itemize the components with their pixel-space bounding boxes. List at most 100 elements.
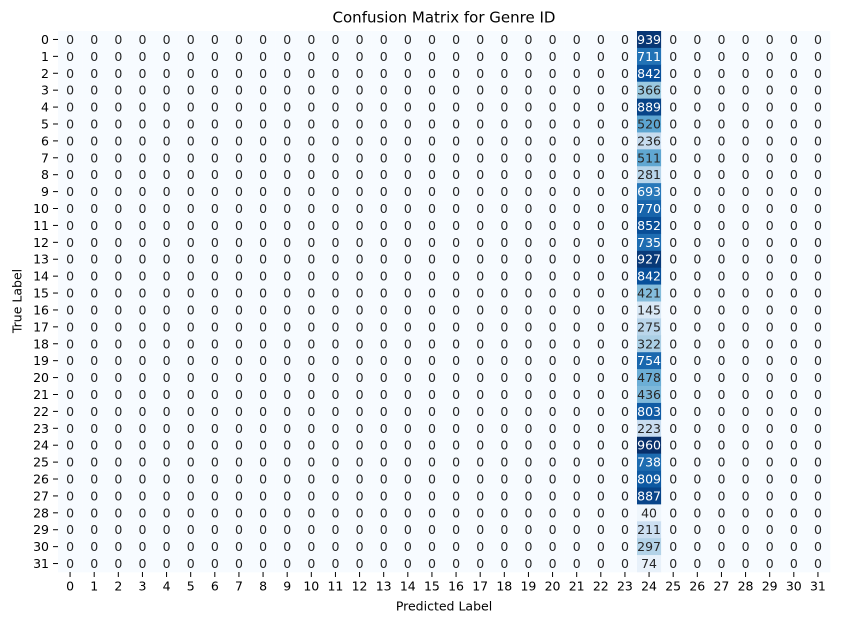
cell bbox=[588, 504, 614, 522]
cell-label: 0 bbox=[235, 235, 243, 250]
cell bbox=[106, 183, 131, 201]
cell-label: 0 bbox=[814, 49, 822, 64]
cell-label: 0 bbox=[717, 438, 725, 453]
cell bbox=[275, 335, 300, 353]
cell bbox=[444, 81, 469, 99]
cell bbox=[226, 538, 252, 556]
cell bbox=[419, 216, 445, 235]
y-axis-label: True Label bbox=[10, 269, 25, 334]
cell bbox=[106, 267, 131, 285]
cell bbox=[540, 98, 565, 116]
cell bbox=[323, 115, 348, 133]
cell-label: 0 bbox=[428, 370, 436, 385]
cell bbox=[757, 64, 783, 83]
cell-label: 0 bbox=[814, 438, 822, 453]
cell bbox=[226, 284, 252, 302]
cell-label: 0 bbox=[163, 269, 171, 284]
cell bbox=[58, 470, 83, 488]
cell-label: 0 bbox=[90, 370, 98, 385]
cell-label: 0 bbox=[549, 370, 557, 385]
cell-label: 0 bbox=[524, 286, 532, 301]
cell-label: 0 bbox=[573, 133, 581, 148]
cell bbox=[685, 98, 710, 116]
cell bbox=[685, 335, 710, 353]
y-tick-label: 26 bbox=[33, 472, 49, 487]
cell bbox=[661, 284, 686, 302]
cell-label: 0 bbox=[549, 522, 557, 537]
y-tick-label: 27 bbox=[33, 488, 49, 503]
cell-label: 0 bbox=[717, 522, 725, 537]
cell-label: 0 bbox=[114, 455, 122, 470]
x-tick-label: 28 bbox=[738, 579, 754, 594]
cell bbox=[226, 115, 252, 133]
cell-label: 0 bbox=[597, 302, 605, 317]
cell-label: 0 bbox=[790, 133, 798, 148]
cell bbox=[419, 369, 445, 387]
cell bbox=[637, 369, 662, 387]
cell-label: 0 bbox=[114, 235, 122, 250]
cell bbox=[781, 487, 807, 505]
cell bbox=[540, 31, 565, 49]
cell-label: 0 bbox=[476, 302, 484, 317]
cell-label: 0 bbox=[187, 387, 195, 402]
cell-label: 0 bbox=[283, 83, 291, 98]
cell-label: 0 bbox=[404, 150, 412, 165]
cell-label: 0 bbox=[693, 556, 701, 571]
cell-label: 0 bbox=[187, 100, 195, 115]
cell bbox=[733, 233, 758, 252]
cell-label: 0 bbox=[356, 539, 364, 554]
y-tick-label: 9 bbox=[41, 184, 49, 199]
cell bbox=[82, 453, 107, 471]
cell-label: 0 bbox=[573, 539, 581, 554]
cell bbox=[685, 267, 710, 285]
cell-label: 0 bbox=[573, 286, 581, 301]
cell bbox=[226, 250, 252, 268]
cell bbox=[202, 284, 228, 302]
cell-label: 0 bbox=[766, 488, 774, 503]
cell-label: 74 bbox=[641, 556, 657, 571]
cell-label: 0 bbox=[163, 353, 171, 368]
cell-label: 0 bbox=[669, 150, 677, 165]
cell bbox=[82, 504, 107, 522]
cell bbox=[347, 369, 372, 387]
cell bbox=[444, 64, 469, 83]
cell-label: 0 bbox=[669, 252, 677, 267]
cell-label: 0 bbox=[235, 387, 243, 402]
cell-label: 0 bbox=[621, 235, 629, 250]
cell bbox=[588, 538, 614, 556]
cell bbox=[805, 64, 831, 83]
cell-label: 0 bbox=[476, 100, 484, 115]
cell bbox=[637, 250, 662, 268]
cell bbox=[178, 284, 204, 302]
cell-label: 0 bbox=[404, 336, 412, 351]
cell bbox=[709, 115, 734, 133]
cell bbox=[130, 301, 155, 319]
cell-label: 0 bbox=[283, 404, 291, 419]
cell-label: 0 bbox=[90, 387, 98, 402]
cell bbox=[564, 115, 590, 133]
cell bbox=[299, 250, 324, 268]
cell bbox=[540, 166, 565, 184]
cell bbox=[251, 284, 276, 302]
cell-label: 0 bbox=[211, 438, 219, 453]
cell bbox=[251, 402, 276, 421]
cell bbox=[106, 47, 131, 66]
cell-label: 0 bbox=[814, 319, 822, 334]
cell bbox=[709, 200, 734, 218]
cell bbox=[492, 436, 517, 454]
cell-label: 0 bbox=[187, 488, 195, 503]
cell-label: 0 bbox=[717, 319, 725, 334]
cell-label: 0 bbox=[742, 49, 750, 64]
cell-label: 0 bbox=[597, 252, 605, 267]
cell bbox=[661, 64, 686, 83]
cell bbox=[275, 284, 300, 302]
cell bbox=[709, 436, 734, 454]
cell-label: 0 bbox=[380, 286, 388, 301]
cell bbox=[202, 369, 228, 387]
cell bbox=[371, 47, 397, 66]
cell-label: 0 bbox=[476, 387, 484, 402]
cell bbox=[58, 419, 83, 438]
cell bbox=[709, 98, 734, 116]
cell-label: 0 bbox=[790, 32, 798, 47]
cell-label: 0 bbox=[766, 252, 774, 267]
